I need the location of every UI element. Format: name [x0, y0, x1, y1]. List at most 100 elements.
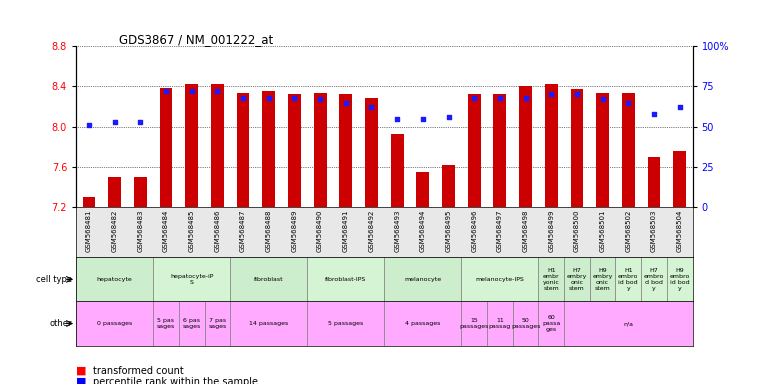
Bar	[461, 301, 487, 346]
Text: 11
passag: 11 passag	[489, 318, 511, 329]
Bar	[667, 257, 693, 301]
Bar	[205, 301, 231, 346]
Text: GSM568489: GSM568489	[291, 210, 298, 252]
Text: GSM568481: GSM568481	[86, 210, 92, 252]
Point	[494, 94, 506, 101]
Text: 5 pas
sages: 5 pas sages	[157, 318, 175, 329]
Bar	[153, 301, 179, 346]
Bar	[314, 93, 326, 207]
Bar	[237, 93, 250, 207]
Text: GSM568500: GSM568500	[574, 210, 580, 252]
Bar	[468, 94, 481, 207]
Text: GSM568484: GSM568484	[163, 210, 169, 252]
Text: H1
embr
yonic
stem: H1 embr yonic stem	[543, 268, 559, 291]
Bar	[390, 134, 403, 207]
Text: GSM568483: GSM568483	[137, 210, 143, 252]
Point	[83, 122, 95, 128]
Point	[442, 114, 454, 120]
Text: H1
embro
id bod
y: H1 embro id bod y	[618, 268, 638, 291]
Point	[648, 111, 660, 117]
Bar	[416, 172, 429, 207]
Bar	[307, 301, 384, 346]
Bar	[596, 93, 609, 207]
Point	[263, 94, 275, 101]
Bar	[442, 165, 455, 207]
Point	[520, 94, 532, 101]
Bar	[648, 157, 661, 207]
Text: percentile rank within the sample: percentile rank within the sample	[93, 377, 258, 384]
Point	[339, 99, 352, 106]
Point	[314, 96, 326, 103]
Text: GSM568482: GSM568482	[112, 210, 118, 252]
Point	[365, 104, 377, 111]
Bar	[365, 99, 378, 207]
Point	[622, 99, 635, 106]
Text: GSM568504: GSM568504	[677, 210, 683, 252]
Text: GSM568492: GSM568492	[368, 210, 374, 252]
Bar	[160, 88, 173, 207]
Bar	[263, 91, 275, 207]
Text: GSM568498: GSM568498	[523, 210, 529, 252]
Bar	[185, 84, 198, 207]
Point	[134, 119, 146, 125]
Point	[109, 119, 121, 125]
Text: H9
embry
onic
stem: H9 embry onic stem	[592, 268, 613, 291]
Bar	[564, 257, 590, 301]
Point	[673, 104, 686, 111]
Text: fibroblast: fibroblast	[254, 277, 284, 282]
Bar	[153, 257, 230, 301]
Bar	[82, 197, 95, 207]
Text: H9
embro
id bod
y: H9 embro id bod y	[670, 268, 690, 291]
Bar	[108, 177, 121, 207]
Text: 14 passages: 14 passages	[249, 321, 288, 326]
Bar	[519, 86, 532, 207]
Text: GSM568488: GSM568488	[266, 210, 272, 252]
Bar	[179, 301, 205, 346]
Point	[417, 116, 429, 122]
Text: H7
embro
d bod
y: H7 embro d bod y	[644, 268, 664, 291]
Text: 6 pas
sages: 6 pas sages	[183, 318, 201, 329]
Bar	[538, 301, 564, 346]
Text: GSM568496: GSM568496	[471, 210, 477, 252]
Bar	[307, 257, 384, 301]
Text: fibroblast-IPS: fibroblast-IPS	[325, 277, 366, 282]
Bar	[622, 93, 635, 207]
Bar	[493, 94, 506, 207]
Bar	[545, 84, 558, 207]
Bar	[76, 301, 153, 346]
Text: GDS3867 / NM_001222_at: GDS3867 / NM_001222_at	[119, 33, 273, 46]
Text: GSM568495: GSM568495	[445, 210, 451, 252]
Text: ■: ■	[76, 377, 87, 384]
Bar	[673, 151, 686, 207]
Bar	[564, 301, 693, 346]
Text: cell type: cell type	[37, 275, 72, 284]
Bar	[134, 177, 147, 207]
Text: 7 pas
sages: 7 pas sages	[209, 318, 227, 329]
Text: 5 passages: 5 passages	[328, 321, 364, 326]
Point	[545, 91, 557, 98]
Point	[597, 96, 609, 103]
Text: GSM568487: GSM568487	[240, 210, 246, 252]
Text: GSM568486: GSM568486	[215, 210, 221, 252]
Text: GSM568503: GSM568503	[651, 210, 657, 252]
Text: GSM568485: GSM568485	[189, 210, 195, 252]
Text: H7
embry
onic
stem: H7 embry onic stem	[567, 268, 587, 291]
Bar	[230, 301, 307, 346]
Point	[237, 94, 249, 101]
Bar	[538, 257, 564, 301]
Text: 60
passa
ges: 60 passa ges	[542, 315, 560, 332]
Text: ■: ■	[76, 366, 87, 376]
Text: GSM568494: GSM568494	[420, 210, 426, 252]
Bar	[571, 89, 584, 207]
Bar	[384, 257, 461, 301]
Bar	[230, 257, 307, 301]
Text: n/a: n/a	[623, 321, 633, 326]
Point	[212, 88, 224, 94]
Text: 4 passages: 4 passages	[405, 321, 441, 326]
Bar	[641, 257, 667, 301]
Text: GSM568490: GSM568490	[317, 210, 323, 252]
Text: 15
passages: 15 passages	[460, 318, 489, 329]
Text: GSM568502: GSM568502	[626, 210, 632, 252]
Point	[468, 94, 480, 101]
Text: GSM568491: GSM568491	[342, 210, 349, 252]
